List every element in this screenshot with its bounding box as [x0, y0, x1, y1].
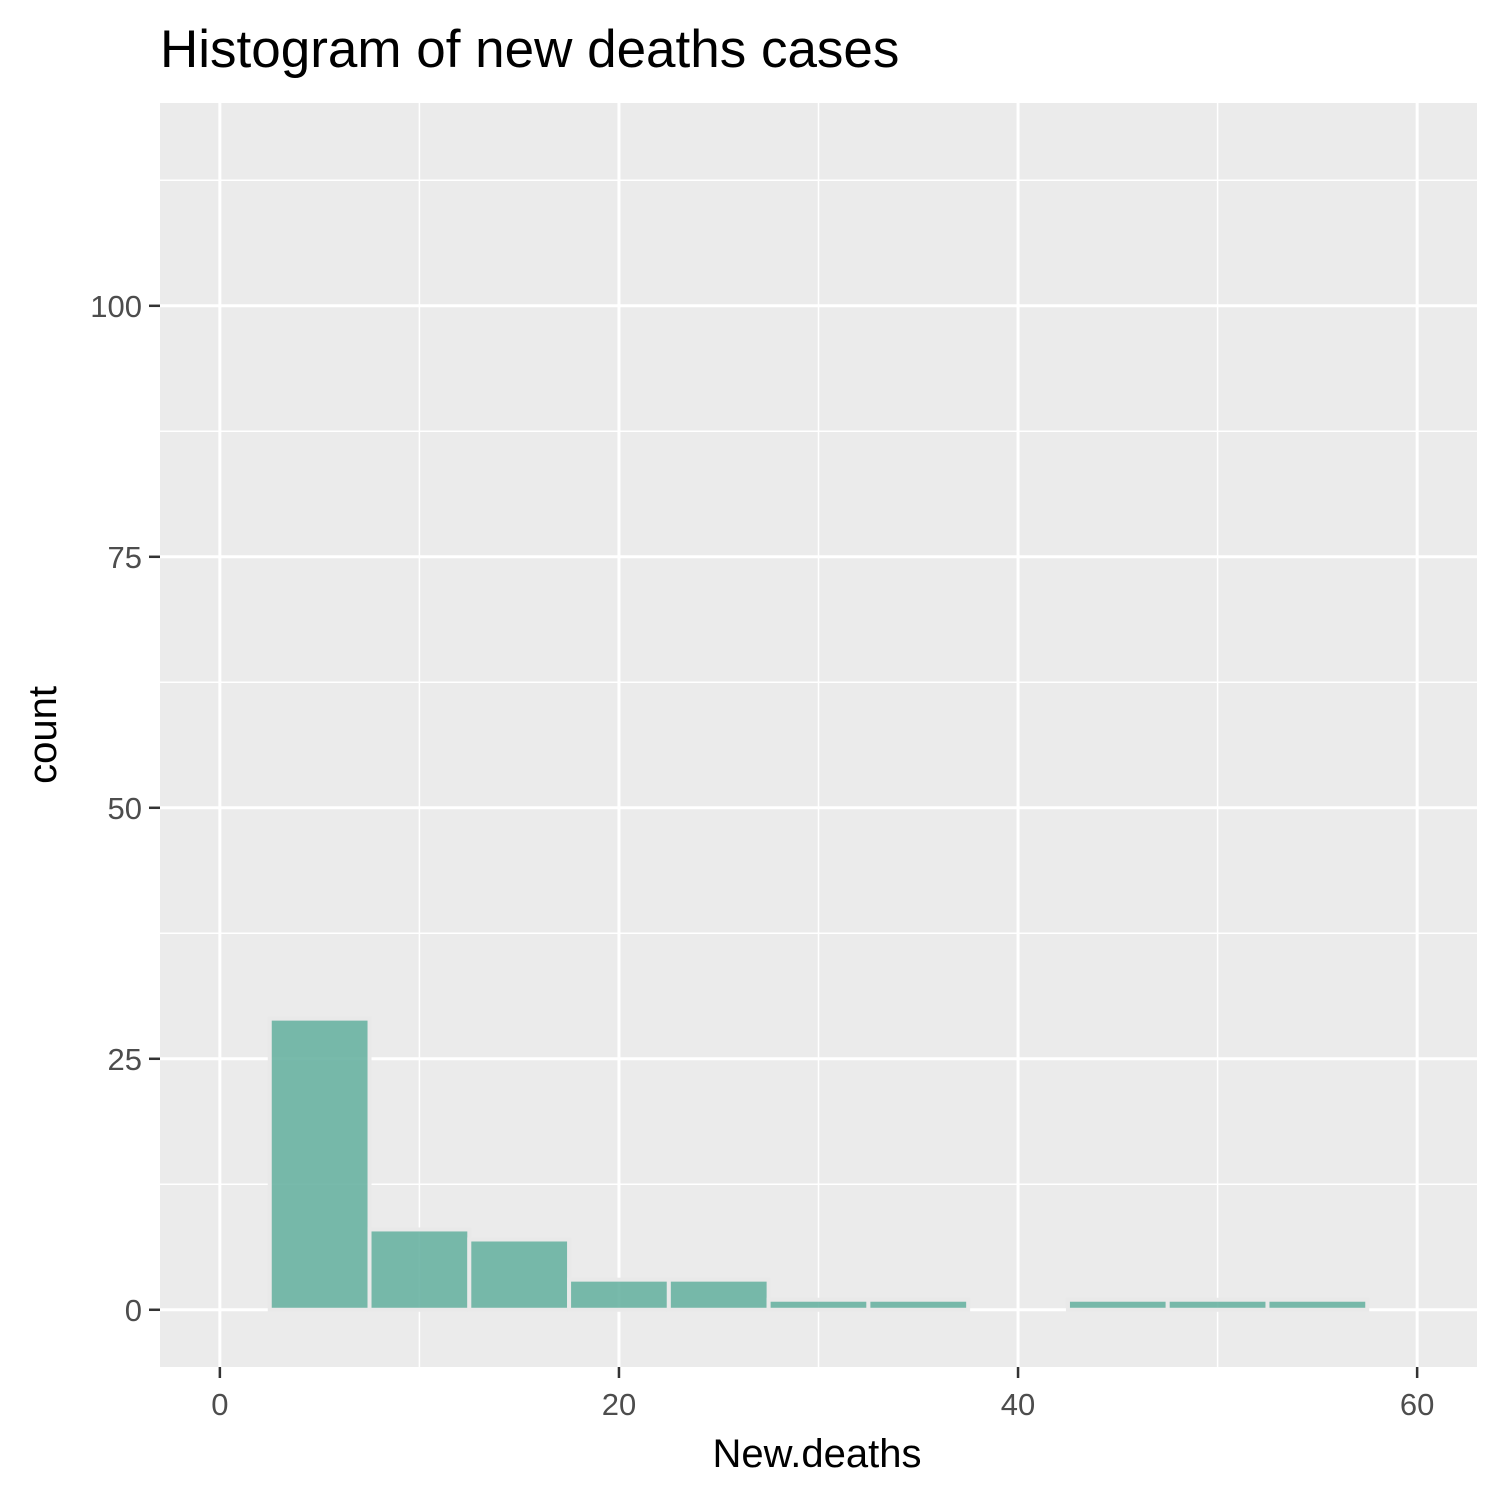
- y-tick-label: 100: [90, 289, 142, 324]
- histogram-bar-9: [1065, 1297, 1170, 1312]
- histogram-bar-7: [866, 1297, 971, 1312]
- x-tick-label: 40: [1001, 1387, 1035, 1422]
- chart-title: Histogram of new deaths cases: [160, 20, 899, 79]
- axes: 0 20 40 60 0 25 50 75 100: [90, 289, 1434, 1422]
- y-axis-title: count: [21, 686, 65, 784]
- histogram-bar-4: [567, 1277, 671, 1312]
- x-tick-label: 0: [211, 1387, 228, 1422]
- histogram-bar-2: [367, 1227, 472, 1312]
- x-tick-label: 60: [1400, 1387, 1434, 1422]
- histogram-bars: [267, 1016, 1370, 1312]
- x-tick-label: 20: [602, 1387, 636, 1422]
- histogram-bar-1: [267, 1016, 372, 1312]
- y-tick-label: 0: [125, 1293, 142, 1328]
- y-tick-label: 50: [108, 791, 142, 826]
- histogram-bar-6: [766, 1297, 871, 1312]
- histogram-bar-10: [1165, 1297, 1270, 1312]
- histogram-bar-5: [666, 1277, 771, 1312]
- histogram-bar-3: [467, 1237, 572, 1312]
- y-tick-label: 25: [108, 1042, 142, 1077]
- y-tick-label: 75: [108, 540, 142, 575]
- grid-lines: [160, 103, 1477, 1367]
- histogram-bar-11: [1265, 1297, 1370, 1312]
- x-axis-title: New.deaths: [712, 1432, 921, 1476]
